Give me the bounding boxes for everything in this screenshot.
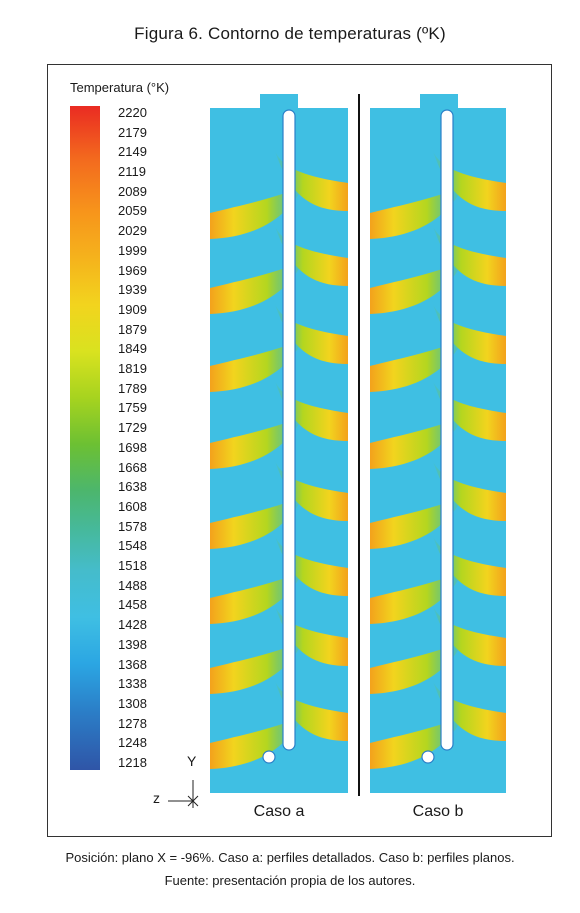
right-flame-plume	[431, 600, 506, 666]
colorbar-tick: 1668	[118, 459, 147, 475]
figure-source: Fuente: presentación propia de los autor…	[164, 873, 416, 888]
colorbar-tick: 1548	[118, 538, 147, 554]
colorbar-tick: 2149	[118, 144, 147, 160]
colorbar-tick: 2029	[118, 223, 147, 239]
colorbar-tick: 1638	[118, 479, 147, 495]
colorbar-tick: 1308	[118, 695, 147, 711]
right-flame-plume	[273, 530, 348, 596]
colorbar-tick: 1218	[118, 755, 147, 770]
colorbar-tick: 1608	[118, 498, 147, 514]
colorbar-tick: 1789	[118, 380, 147, 396]
left-flame-plume	[210, 638, 305, 694]
colorbar-tick: 1819	[118, 361, 147, 377]
left-flame-plume	[210, 183, 305, 239]
legend-title: Temperatura (°K)	[70, 80, 170, 95]
figure-title: Figura 6. Contorno de temperaturas (ºK)	[134, 24, 446, 43]
colorbar-tick: 1909	[118, 301, 147, 317]
right-flame-plume	[273, 145, 348, 211]
right-flame-plume	[273, 600, 348, 666]
right-flame-plume	[431, 145, 506, 211]
left-flame-plume	[210, 493, 305, 549]
right-flame-plume	[431, 298, 506, 364]
figure-caption: Posición: plano X = -96%. Caso a: perfil…	[65, 850, 515, 865]
case-a-contour	[210, 94, 348, 793]
colorbar-tick: 1849	[118, 341, 147, 357]
left-flame-plume	[210, 258, 305, 314]
right-flame-plume	[431, 455, 506, 521]
right-flame-plume	[431, 530, 506, 596]
case-a-label: Caso a	[253, 803, 305, 820]
colorbar-tick: 1278	[118, 715, 147, 731]
colorbar-tick: 1879	[118, 321, 147, 337]
colorbar-tick: 1458	[118, 597, 147, 613]
colorbar-tick: 1338	[118, 676, 147, 692]
right-flame-plume	[431, 675, 506, 741]
colorbar-tick: 1999	[118, 242, 147, 258]
axis-z-label: z	[153, 790, 160, 806]
colorbar-tick: 1698	[118, 439, 147, 455]
right-flame-plume	[431, 375, 506, 441]
colorbar-tick: 2179	[118, 124, 147, 140]
axis-triad	[168, 780, 199, 808]
colorbar-tick: 1368	[118, 656, 147, 672]
colorbar-tick: 1578	[118, 518, 147, 534]
axis-y-label: Y	[187, 753, 197, 769]
colorbar-tick: 1428	[118, 617, 147, 633]
case-b-label: Caso b	[412, 803, 464, 820]
right-flame-plume	[273, 455, 348, 521]
left-flame-plume	[210, 413, 305, 469]
left-flame-plume	[210, 568, 305, 624]
colorbar-tick: 1969	[118, 262, 147, 278]
colorbar-tick: 1518	[118, 558, 147, 574]
temperature-colorbar	[70, 106, 100, 770]
colorbar-tick: 2119	[118, 164, 146, 180]
colorbar-tick-list: 2220 2179 2149 2119 2089 2059 2029 1999 1969 1939…	[118, 106, 178, 770]
left-flame-plume	[210, 713, 305, 769]
right-flame-plume	[273, 220, 348, 286]
colorbar-tick: 1939	[118, 282, 147, 298]
right-flame-plume	[273, 375, 348, 441]
case-b-contour	[370, 94, 506, 793]
colorbar-tick: 2059	[118, 203, 147, 219]
right-flame-plume	[273, 675, 348, 741]
colorbar-tick: 1759	[118, 400, 147, 416]
right-flame-plume	[431, 220, 506, 286]
colorbar-tick: 1488	[118, 577, 147, 593]
colorbar-tick: 2220	[118, 105, 147, 120]
colorbar-tick: 1398	[118, 636, 147, 652]
figure-frame	[47, 64, 552, 837]
colorbar-tick: 1248	[118, 735, 147, 751]
colorbar-tick: 1729	[118, 420, 147, 436]
right-flame-plume	[273, 298, 348, 364]
left-flame-plume	[210, 336, 305, 392]
colorbar-tick: 2089	[118, 183, 147, 199]
